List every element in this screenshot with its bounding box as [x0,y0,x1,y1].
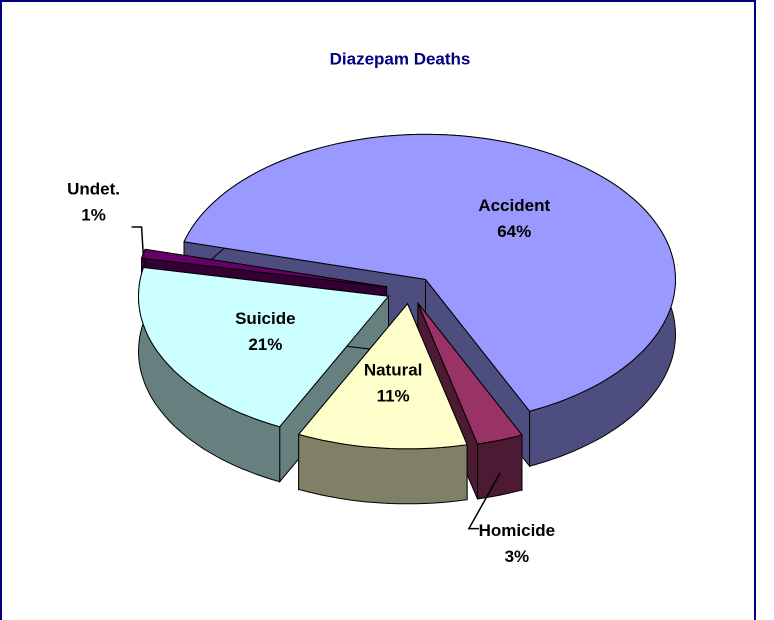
slice-top [183,133,677,412]
data-label-name: Accident [478,196,550,215]
data-label-name: Undet. [67,179,120,198]
slice-top [417,302,523,445]
data-label-value: 3% [505,547,530,566]
data-label-value: 64% [497,222,531,241]
data-label-value: 21% [248,335,282,354]
chart-title: Diazepam Deaths [330,49,471,68]
data-label-name: Natural [364,361,423,380]
slice-top [137,266,390,428]
leader-line [131,226,144,254]
leader-line [467,472,501,530]
slice [137,266,390,484]
data-label-value: 11% [377,387,410,406]
slice-wall [477,434,523,500]
data-label-name: Suicide [235,309,295,328]
slice [297,302,468,505]
slice-top [297,302,468,450]
data-label-name: Homicide [479,521,556,540]
data-label-value: 1% [81,205,106,224]
